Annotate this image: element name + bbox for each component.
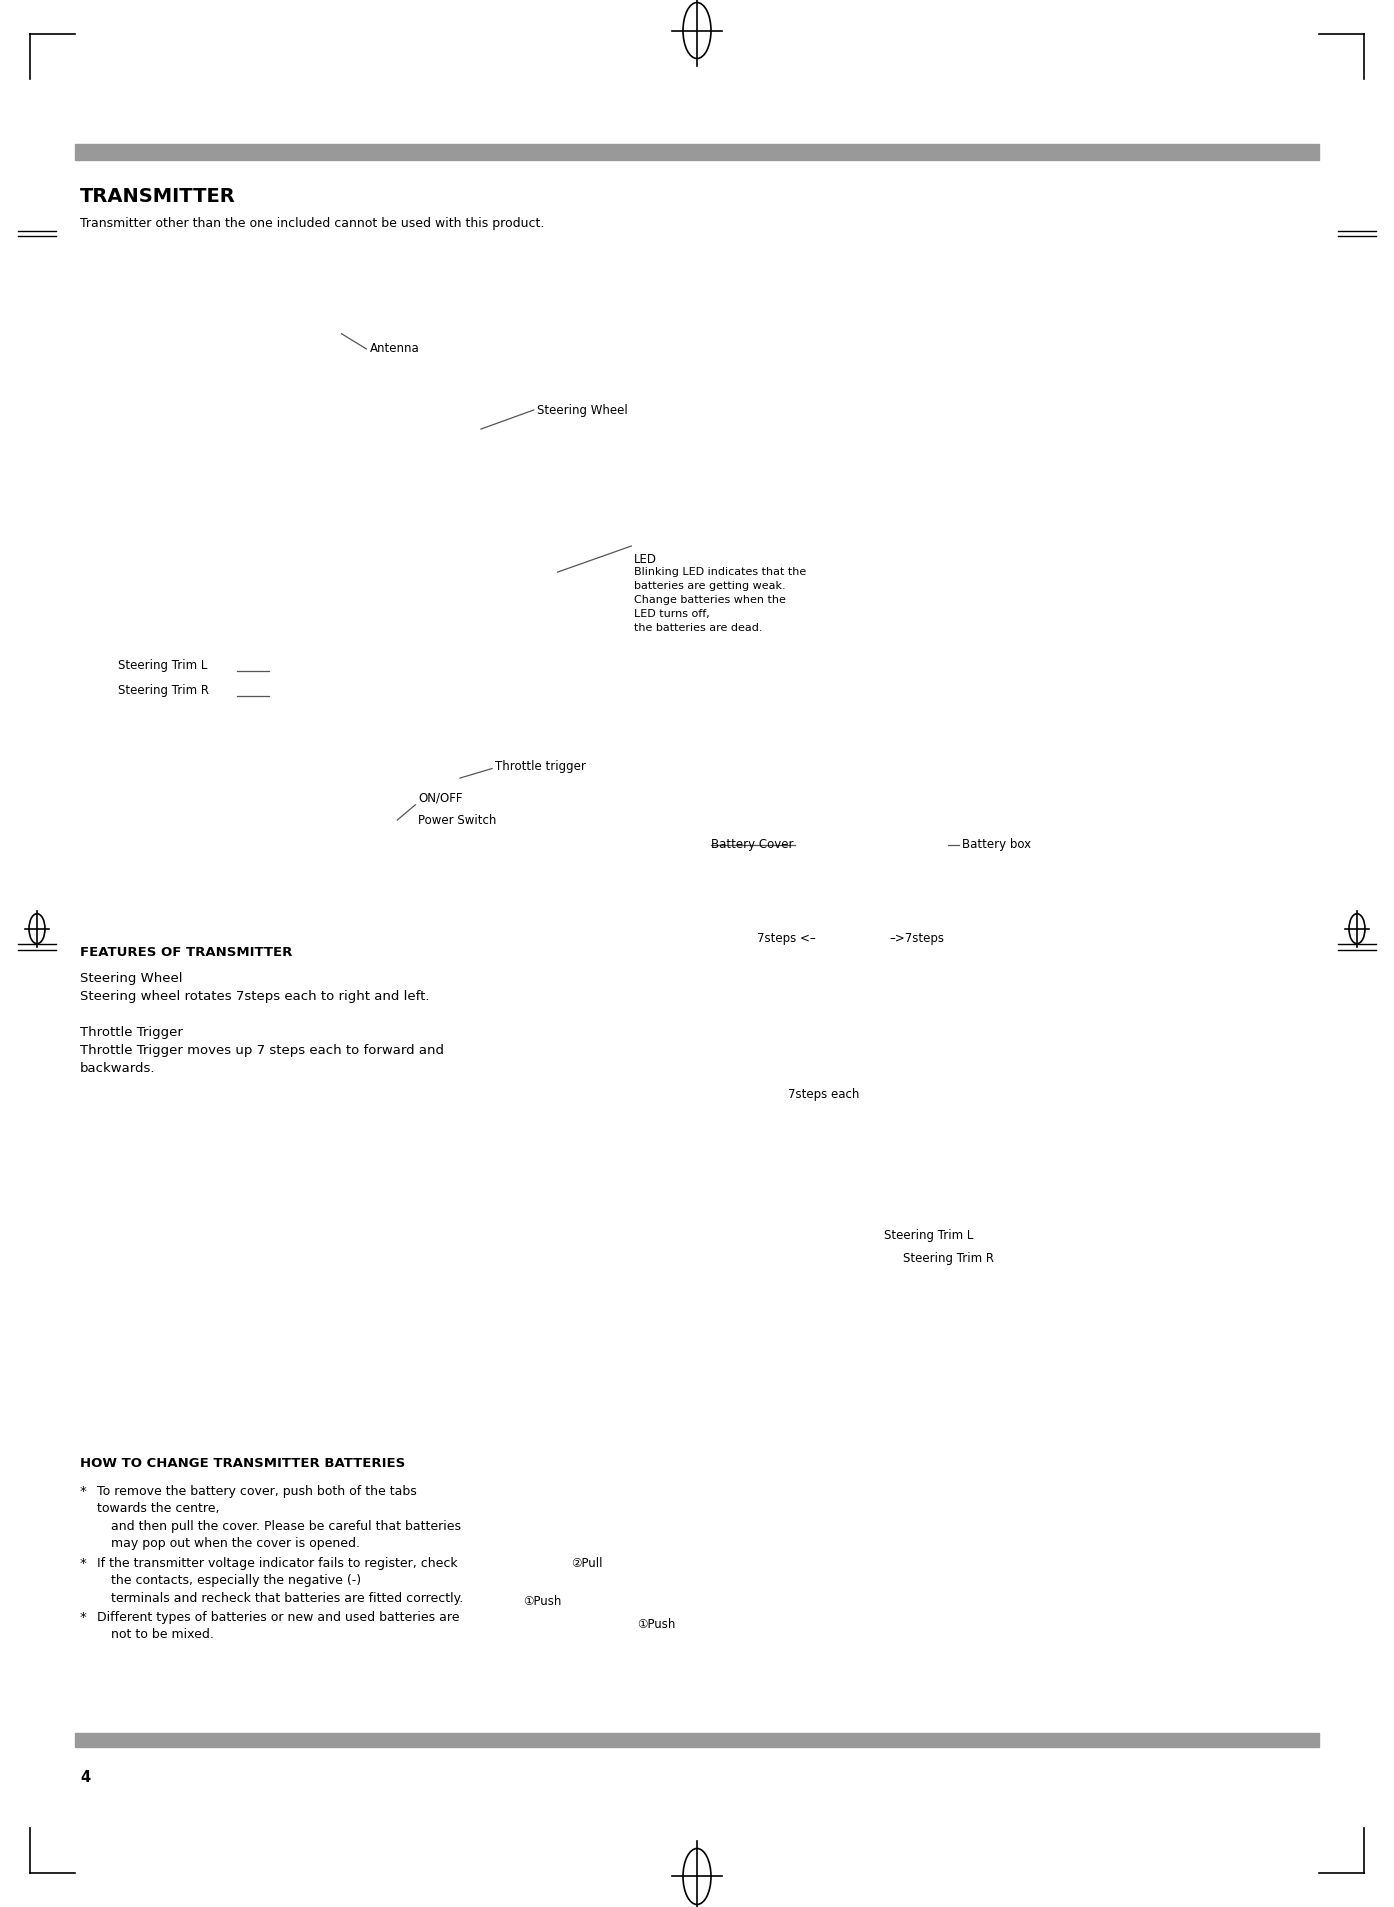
Text: terminals and recheck that batteries are fitted correctly.: terminals and recheck that batteries are… — [112, 1592, 463, 1604]
Text: Blinking LED indicates that the
batteries are getting weak.
Change batteries whe: Blinking LED indicates that the batterie… — [634, 566, 807, 633]
Text: Battery box: Battery box — [962, 839, 1032, 851]
Text: ON/OFF: ON/OFF — [418, 791, 463, 805]
Text: HOW TO CHANGE TRANSMITTER BATTERIES: HOW TO CHANGE TRANSMITTER BATTERIES — [79, 1457, 406, 1470]
Text: and then pull the cover. Please be careful that batteries: and then pull the cover. Please be caref… — [112, 1520, 461, 1533]
Text: LED: LED — [634, 553, 657, 566]
Text: FEATURES OF TRANSMITTER: FEATURES OF TRANSMITTER — [79, 946, 293, 959]
Text: Steering wheel rotates 7steps each to right and left.: Steering wheel rotates 7steps each to ri… — [79, 990, 429, 1003]
Text: 7steps each: 7steps each — [788, 1089, 859, 1100]
Text: Throttle Trigger moves up 7 steps each to forward and
backwards.: Throttle Trigger moves up 7 steps each t… — [79, 1043, 445, 1076]
Text: may pop out when the cover is opened.: may pop out when the cover is opened. — [112, 1537, 360, 1550]
Text: TRANSMITTER: TRANSMITTER — [79, 187, 236, 206]
Text: towards the centre,: towards the centre, — [98, 1503, 219, 1516]
Text: Different types of batteries or new and used batteries are: Different types of batteries or new and … — [98, 1611, 460, 1625]
Text: –>7steps: –>7steps — [889, 933, 944, 944]
Text: Steering Trim L: Steering Trim L — [884, 1230, 973, 1241]
Text: the contacts, especially the negative (-): the contacts, especially the negative (-… — [112, 1573, 361, 1587]
Text: *: * — [79, 1486, 86, 1497]
Text: Power Switch: Power Switch — [418, 814, 496, 828]
Text: To remove the battery cover, push both of the tabs: To remove the battery cover, push both o… — [98, 1486, 417, 1497]
Text: Antenna: Antenna — [369, 343, 420, 355]
Text: 4: 4 — [79, 1770, 91, 1785]
Text: ①Push: ①Push — [637, 1619, 676, 1630]
Text: *: * — [79, 1556, 86, 1569]
Text: Throttle Trigger: Throttle Trigger — [79, 1026, 183, 1039]
Text: Throttle trigger: Throttle trigger — [495, 761, 585, 772]
Text: not to be mixed.: not to be mixed. — [112, 1629, 213, 1642]
Bar — [75, 145, 1319, 160]
Text: Steering Trim R: Steering Trim R — [118, 685, 209, 696]
Text: ①Push: ①Push — [523, 1596, 562, 1608]
Bar — [75, 1733, 1319, 1747]
Text: Steering Wheel: Steering Wheel — [79, 973, 183, 984]
Text: Battery Cover: Battery Cover — [711, 839, 793, 851]
Text: Transmitter other than the one included cannot be used with this product.: Transmitter other than the one included … — [79, 217, 545, 231]
Text: Steering Trim L: Steering Trim L — [118, 660, 208, 671]
Text: If the transmitter voltage indicator fails to register, check: If the transmitter voltage indicator fai… — [98, 1556, 457, 1569]
Text: 7steps <–: 7steps <– — [757, 933, 815, 944]
Text: Steering Wheel: Steering Wheel — [537, 404, 627, 416]
Text: Steering Trim R: Steering Trim R — [903, 1253, 994, 1264]
Text: ②Pull: ②Pull — [572, 1558, 604, 1569]
Text: *: * — [79, 1611, 86, 1625]
